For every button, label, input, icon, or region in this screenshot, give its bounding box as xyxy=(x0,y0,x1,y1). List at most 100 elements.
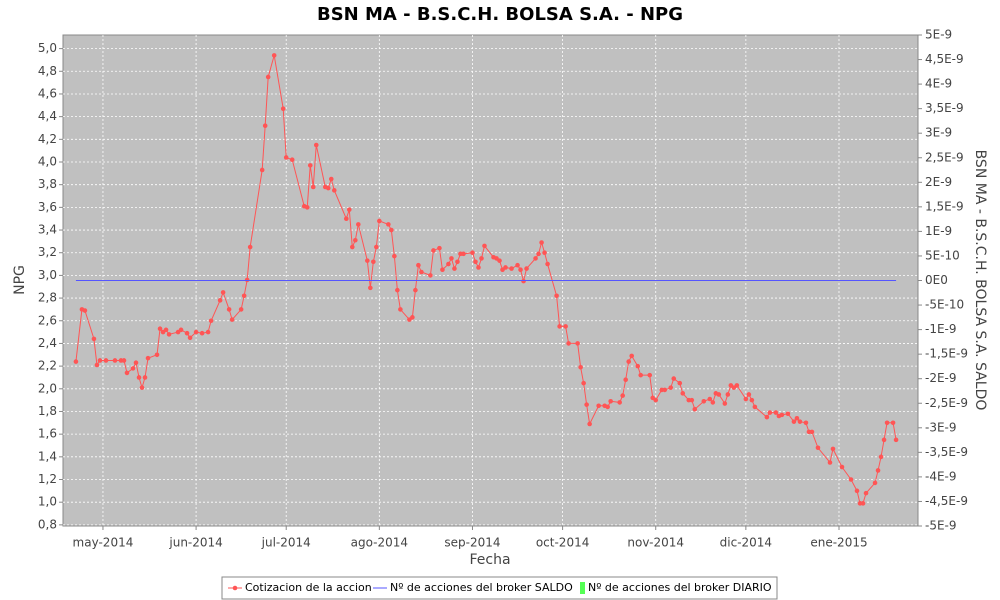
point xyxy=(163,327,169,333)
point xyxy=(121,358,127,363)
point xyxy=(217,298,223,303)
point xyxy=(725,392,731,397)
point xyxy=(377,218,382,224)
point xyxy=(304,205,310,210)
legend-box xyxy=(221,576,778,600)
point xyxy=(103,358,109,363)
point xyxy=(653,397,659,403)
point xyxy=(884,420,890,426)
point xyxy=(470,250,475,256)
point xyxy=(863,490,869,496)
y-tick-label: 3,6 xyxy=(38,200,57,214)
point xyxy=(638,372,644,378)
point xyxy=(734,383,740,388)
point xyxy=(328,176,334,182)
point xyxy=(449,256,454,261)
point xyxy=(764,414,770,420)
point xyxy=(515,262,520,268)
point xyxy=(803,420,809,426)
point xyxy=(130,366,136,371)
point xyxy=(139,385,145,390)
point xyxy=(779,412,785,418)
point xyxy=(136,375,142,380)
x-tick-label: oct-2014 xyxy=(536,536,590,550)
y-tick-label: 4,4 xyxy=(38,109,57,123)
point xyxy=(710,400,716,405)
point xyxy=(386,222,391,227)
point xyxy=(797,419,803,424)
point xyxy=(428,273,433,278)
point xyxy=(392,253,397,259)
point xyxy=(226,307,232,312)
y2-tick-label: -3,5E-9 xyxy=(925,445,968,459)
point xyxy=(746,392,752,397)
point xyxy=(184,330,190,336)
y-tick-label: 1,4 xyxy=(38,449,57,463)
y2-axis-label: BSN MA - B.S.C.H. BOLSA S.A. SALDO xyxy=(972,150,988,411)
y2-tick-label: 4,5E-9 xyxy=(925,52,964,66)
point xyxy=(671,376,677,381)
point xyxy=(533,256,538,261)
y2-tick-label: 1E-9 xyxy=(925,224,952,238)
x-tick-label: ago-2014 xyxy=(351,536,408,550)
point xyxy=(794,415,800,421)
point xyxy=(716,392,722,397)
point xyxy=(389,227,394,233)
y2-tick-label: -3E-9 xyxy=(925,420,957,434)
point xyxy=(473,259,478,265)
point xyxy=(455,259,460,265)
point xyxy=(839,464,845,470)
x-tick-label: may-2014 xyxy=(73,536,134,550)
y2-tick-label: -1,5E-9 xyxy=(925,347,968,361)
point xyxy=(539,240,544,245)
chart-title: BSN MA - B.S.C.H. BOLSA S.A. - NPG xyxy=(317,4,683,25)
y-tick-label: 3,8 xyxy=(38,177,57,191)
legend-label: Nº de acciones del broker DIARIO xyxy=(588,581,772,594)
point xyxy=(280,106,286,112)
y-tick-label: 2,4 xyxy=(38,336,57,350)
point xyxy=(521,278,526,284)
point xyxy=(166,332,172,337)
point xyxy=(241,293,247,299)
point xyxy=(374,244,379,250)
point xyxy=(581,380,586,386)
x-tick-label: jul-2014 xyxy=(261,536,311,550)
point xyxy=(112,358,118,363)
point xyxy=(629,353,634,359)
point xyxy=(142,375,148,380)
point xyxy=(157,326,163,331)
y2-tick-label: 3,5E-9 xyxy=(925,101,964,115)
x-axis-label: Fecha xyxy=(469,552,510,568)
series-line xyxy=(75,55,897,504)
point xyxy=(620,393,625,398)
y2-tick-label: -2,5E-9 xyxy=(925,396,968,410)
point xyxy=(785,411,791,417)
y-tick-label: 4,6 xyxy=(38,86,57,100)
point xyxy=(848,477,854,482)
y2-tick-label: -4,5E-9 xyxy=(925,494,968,508)
point xyxy=(154,352,160,358)
point xyxy=(325,185,331,191)
point xyxy=(271,53,277,58)
point xyxy=(875,468,881,473)
point xyxy=(860,501,866,506)
y2-tick-label: -1E-9 xyxy=(925,322,957,336)
point xyxy=(395,287,400,293)
point xyxy=(283,155,289,160)
point xyxy=(605,404,610,410)
point xyxy=(371,259,376,265)
point xyxy=(208,318,214,324)
point xyxy=(566,341,571,346)
point xyxy=(518,267,523,273)
point xyxy=(187,335,193,341)
y2-tick-label: -2E-9 xyxy=(925,371,957,385)
point xyxy=(73,359,79,364)
y-tick-label: 4,0 xyxy=(38,155,57,169)
point xyxy=(662,387,668,393)
y2-tick-label: 0E0 xyxy=(925,273,948,287)
legend-label: Nº de acciones del broker SALDO xyxy=(390,581,573,594)
point xyxy=(557,324,562,329)
point xyxy=(749,397,755,403)
x-tick-label: ene-2015 xyxy=(810,536,867,550)
point xyxy=(313,142,319,148)
